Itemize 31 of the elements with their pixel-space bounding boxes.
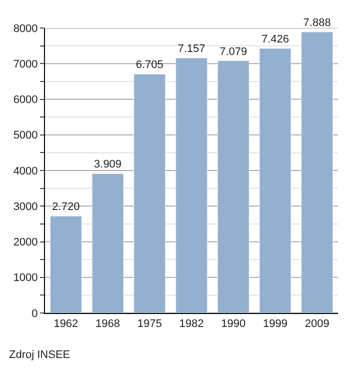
data-label: 7.079 [220, 46, 248, 58]
x-tick-label: 1999 [262, 318, 288, 330]
data-label: 3.909 [94, 158, 122, 171]
bar [50, 216, 82, 313]
y-tick-label: 8000 [13, 22, 38, 35]
x-tick-label: 1962 [54, 318, 78, 330]
y-tick-label: 1000 [13, 272, 38, 284]
x-tick-label: 2009 [304, 318, 330, 330]
bar [176, 58, 208, 313]
x-tick-label: 1968 [96, 318, 120, 330]
y-tick-label: 5000 [13, 130, 38, 142]
y-tick-label: 0 [32, 308, 38, 320]
y-tick-label: 3000 [13, 200, 38, 213]
data-label: 6.705 [136, 59, 164, 72]
x-tick-label: 1982 [179, 318, 204, 330]
y-tick-label: 4000 [13, 165, 38, 178]
bar [217, 60, 250, 313]
bar [134, 74, 166, 313]
bar [301, 32, 334, 313]
x-tick-label: 1990 [221, 318, 246, 330]
y-tick-label: 2000 [13, 236, 38, 249]
y-tick-label: 7000 [13, 58, 38, 70]
bar [259, 48, 292, 313]
text: Zdroj INSEE [9, 349, 70, 361]
data-label: 7.888 [303, 16, 331, 29]
data-label: 7.157 [178, 43, 206, 56]
data-label: 2.720 [52, 201, 80, 214]
x-tick-label: 1975 [137, 318, 162, 330]
data-label: 7.426 [261, 33, 289, 46]
y-tick-label: 6000 [13, 94, 38, 106]
bar [92, 173, 124, 313]
